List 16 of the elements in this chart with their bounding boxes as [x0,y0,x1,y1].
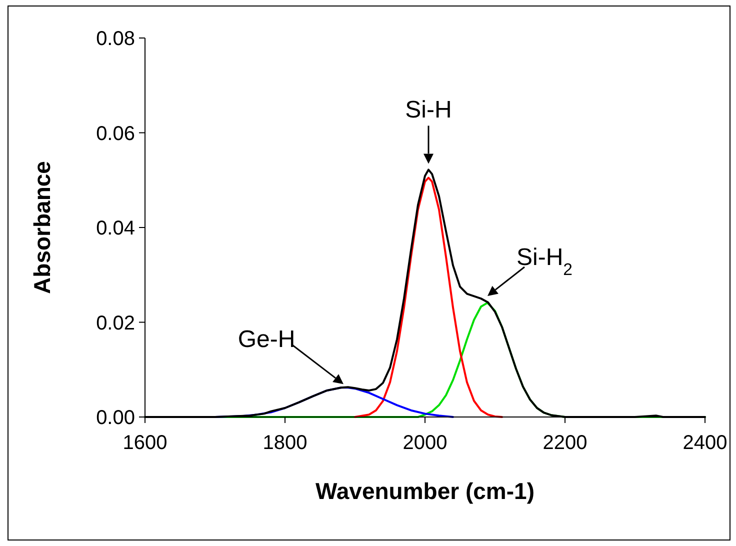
x-tick-label: 2400 [682,432,728,454]
line-series [354,176,503,418]
y-tick-label: 0.02 [96,312,135,334]
y-tick-label: 0.08 [96,28,135,50]
x-tick-label: 2200 [542,432,588,454]
x-tick-label: 1600 [122,432,168,454]
x-axis-title: Wavenumber (cm-1) [316,478,534,504]
y-tick-label: 0.04 [96,218,135,240]
x-tick-label: 2000 [402,432,448,454]
annotation: Ge-H [238,326,296,354]
y-tick-label: 0.06 [96,122,135,145]
y-tick-label: 0.00 [96,407,135,429]
y-axis-title: Absorbance [29,161,55,294]
annotation: Si-H$_{2}$ [516,244,573,278]
annotation: Si-H [405,96,452,124]
x-tick-label: 1800 [262,432,308,454]
